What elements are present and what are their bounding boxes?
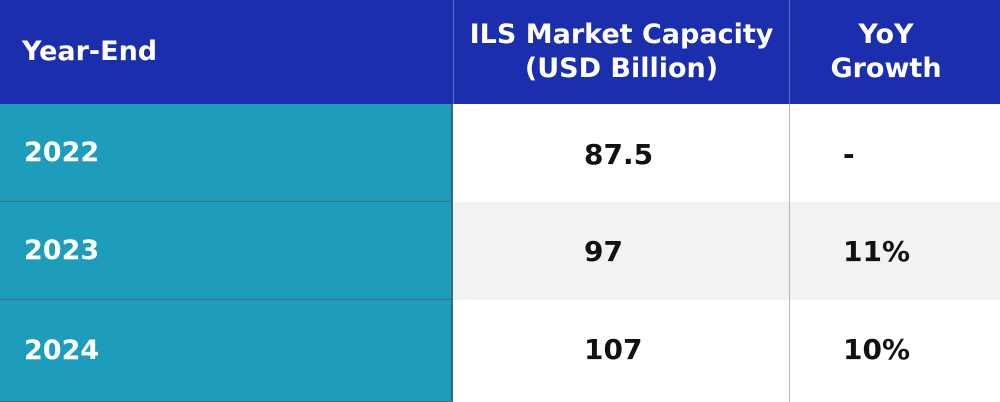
column-header-capacity-line1: ILS Market Capacity [469, 19, 774, 50]
capacity-cell: 87.5 [584, 137, 654, 171]
year-cell: 2022 [0, 104, 453, 202]
capacity-cell: 107 [584, 332, 643, 366]
yoy-growth-cell: 11% [789, 202, 1000, 300]
column-header-year-end: Year-End [22, 36, 158, 67]
column-header-yoy-growth: YoY Growth [789, 0, 1000, 104]
year-cell: 2023 [0, 202, 453, 300]
table-row: 2024 107 10% [0, 300, 1000, 402]
column-header-capacity-line2: (USD Billion) [524, 53, 719, 84]
column-header-yoy-line2: Growth [830, 53, 942, 84]
year-cell: 2024 [0, 300, 453, 402]
column-header-capacity: ILS Market Capacity (USD Billion) [453, 0, 789, 104]
table-row: 2022 87.5 - [0, 104, 1000, 202]
column-header-yoy-line1: YoY [858, 19, 914, 50]
table-header-row: Year-End ILS Market Capacity (USD Billio… [0, 0, 1000, 104]
yoy-growth-cell: 10% [789, 300, 1000, 402]
capacity-cell: 97 [584, 234, 623, 268]
yoy-growth-cell: - [789, 104, 1000, 202]
table-row: 2023 97 11% [0, 202, 1000, 300]
